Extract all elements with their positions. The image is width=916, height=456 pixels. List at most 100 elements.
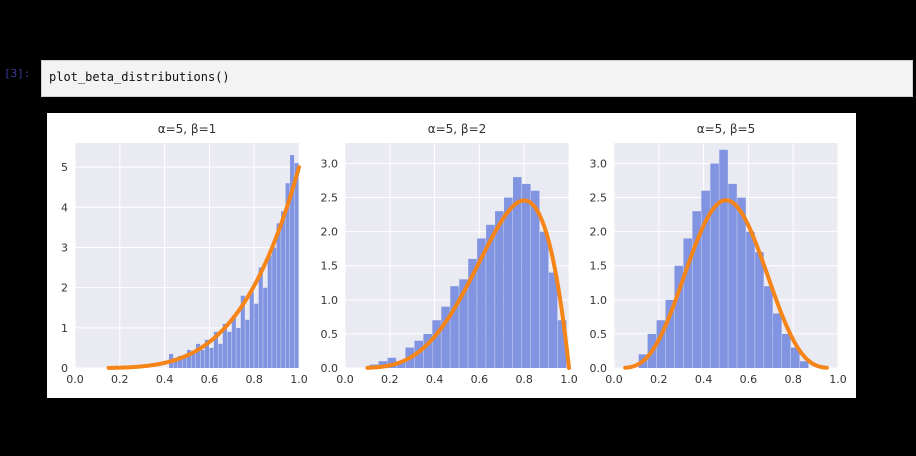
x-tick-label: 0.6 [740,373,758,386]
histogram-bar [254,303,259,368]
cell-prompt: [3]: [4,67,31,80]
histogram-bar [182,357,187,368]
histogram-bar [782,333,791,368]
histogram-bar [423,333,432,368]
histogram-bar [290,155,295,368]
code-text: plot_beta_distributions() [49,70,230,84]
x-tick-label: 0.4 [695,373,713,386]
y-tick-label: 3.0 [321,157,339,170]
histogram-bar [263,287,268,368]
y-tick-label: 0.5 [590,328,608,341]
subplot-2: 0.0 0.2 0.4 0.6 0.8 1.0 0.0 0.5 1.0 1.5 2.0 2.5 3.0 α… [321,122,578,386]
histogram-bar [285,183,290,368]
histogram-bar [521,183,531,368]
x-tick-label: 0.8 [245,373,263,386]
histogram-bar [665,299,675,368]
x-tick-label: 0.8 [515,373,533,386]
y-tick-label: 1.0 [321,294,339,307]
histogram-bar [674,265,684,368]
histogram-bar [764,286,773,368]
subplot-1: 0.0 0.2 0.4 0.6 0.8 1.0 0 1 2 3 4 5 α=5, β=1 [61,122,308,386]
histogram-bar [209,347,214,368]
y-tick-label: 3.0 [590,157,608,170]
histogram-bar [245,319,250,368]
histogram-bar [790,347,800,368]
y-tick-label: 1.0 [590,294,608,307]
y-tick-label: 1.5 [321,260,339,273]
x-tick-label: 0.0 [336,373,354,386]
histogram-bar [468,258,477,368]
histogram-bar [218,343,223,368]
histogram-bar [692,211,701,368]
histogram-bar [504,197,513,368]
y-tick-label: 0 [61,362,68,375]
histogram-bar [227,331,232,368]
histogram-bar [495,211,504,368]
histogram-bar [272,247,277,368]
histogram-bar [799,361,809,368]
histogram-bar [191,351,196,368]
histogram-bar [187,349,192,368]
subplot-title: α=5, β=2 [428,122,487,136]
histogram-bar [231,315,236,368]
y-tick-label: 2 [61,282,68,295]
histogram-bar [477,238,486,368]
histogram-bar [683,238,692,368]
y-tick-label: 1 [61,322,68,335]
y-tick-label: 4 [61,201,68,214]
histogram-bar [486,224,495,368]
histogram-bar [236,327,241,368]
pdf-curve [106,165,301,370]
x-tick-label: 0.4 [156,373,174,386]
pdf-curve [365,198,571,370]
histogram-bar [204,339,209,368]
histogram-bar [200,349,205,368]
histogram-bar [195,343,201,368]
x-tick-label: 0.8 [784,373,802,386]
histogram-bar [746,231,755,368]
histogram-bar [173,359,178,368]
histogram-bar [450,286,459,368]
histogram-bar [267,255,272,368]
histogram-bar [294,163,299,368]
x-tick-label: 1.0 [829,373,847,386]
x-tick-label: 0.2 [650,373,668,386]
y-tick-label: 0.0 [590,362,608,375]
y-tick-label: 5 [61,161,68,174]
code-cell-input[interactable]: plot_beta_distributions() [41,60,913,97]
x-tick-label: 0.0 [605,373,623,386]
x-tick-label: 0.6 [471,373,489,386]
histogram-bar [557,320,567,368]
pdf-curve [623,198,829,370]
histogram-bar [728,183,737,368]
histogram-bar [719,149,728,368]
histogram-bar [222,323,227,368]
figure-output: 0.0 0.2 0.4 0.6 0.8 1.0 0 1 2 3 4 5 α=5, β=1 0.0 0.2 0.… [47,113,856,398]
histogram-bar [737,197,746,368]
histogram-bar [710,163,719,368]
subplot-3: 0.0 0.2 0.4 0.6 0.8 1.0 0.0 0.5 1.0 1.5 2.0 2.5 3.0 α… [590,122,847,386]
y-tick-label: 2.5 [590,192,608,205]
histogram-bar [530,190,540,368]
y-tick-label: 0.5 [321,328,339,341]
histogram-bar [281,211,286,368]
beta-distributions-figure: 0.0 0.2 0.4 0.6 0.8 1.0 0 1 2 3 4 5 α=5, β=1 0.0 0.2 0.… [61,122,847,386]
y-tick-label: 0.0 [321,362,339,375]
histogram-bar [539,231,549,368]
histogram-bar [513,177,522,368]
y-tick-label: 3 [61,241,68,254]
histogram-bar [396,361,406,368]
histogram-bar [459,279,468,368]
y-tick-label: 1.5 [590,260,608,273]
histogram-bar [213,331,218,368]
histogram-bar [258,267,263,368]
histogram-bar [441,306,450,368]
subplot-title: α=5, β=5 [697,122,756,136]
y-tick-label: 2.5 [321,192,339,205]
x-tick-label: 0.0 [66,373,84,386]
histogram-bar [432,320,441,368]
histogram-bar [276,223,281,368]
histogram-bar [701,190,710,368]
y-tick-label: 2.0 [590,226,608,239]
subplot-title: α=5, β=1 [158,122,217,136]
